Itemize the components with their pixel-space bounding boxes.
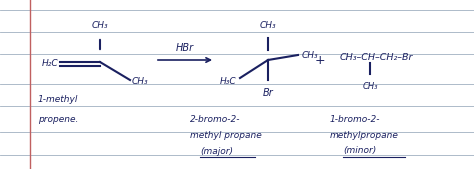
Text: H₂C: H₂C xyxy=(41,59,58,68)
Text: H₃C: H₃C xyxy=(219,78,236,87)
Text: methyl propane: methyl propane xyxy=(190,130,262,139)
Text: (minor): (minor) xyxy=(343,147,376,155)
Text: CH₃: CH₃ xyxy=(302,51,319,59)
Text: CH₃–CH–CH₂–Br: CH₃–CH–CH₂–Br xyxy=(340,54,413,63)
Text: HBr: HBr xyxy=(176,43,194,53)
Text: methylpropane: methylpropane xyxy=(330,130,399,139)
Text: 1-bromo-2-: 1-bromo-2- xyxy=(330,115,381,124)
Text: CH₃: CH₃ xyxy=(91,21,109,30)
Text: 2-bromo-2-: 2-bromo-2- xyxy=(190,115,240,124)
Text: CH₃: CH₃ xyxy=(362,82,378,91)
Text: +: + xyxy=(315,54,325,66)
Text: propene.: propene. xyxy=(38,115,78,124)
Text: CH₃: CH₃ xyxy=(260,21,276,30)
Text: Br: Br xyxy=(263,88,273,98)
Text: 1-methyl: 1-methyl xyxy=(38,95,78,104)
Text: CH₃: CH₃ xyxy=(132,78,149,87)
Text: (major): (major) xyxy=(200,147,233,155)
